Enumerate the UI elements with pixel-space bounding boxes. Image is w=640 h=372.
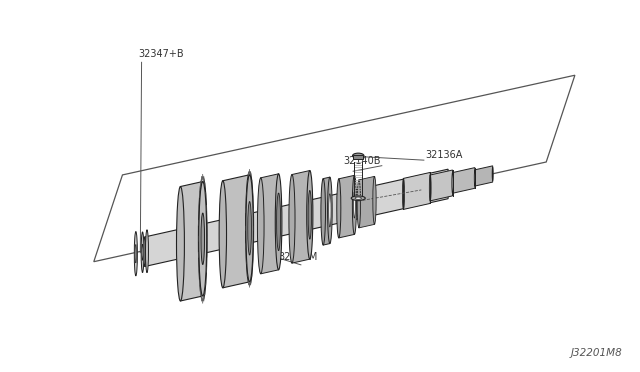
Text: 32140B: 32140B <box>343 156 381 166</box>
Ellipse shape <box>134 231 138 276</box>
Ellipse shape <box>257 178 264 274</box>
Ellipse shape <box>474 170 476 186</box>
Ellipse shape <box>321 179 326 245</box>
Ellipse shape <box>144 237 146 266</box>
Ellipse shape <box>353 175 356 234</box>
Ellipse shape <box>337 179 341 238</box>
Ellipse shape <box>373 176 376 224</box>
Polygon shape <box>475 166 493 186</box>
Ellipse shape <box>248 202 252 255</box>
Ellipse shape <box>199 182 207 296</box>
Ellipse shape <box>289 174 295 263</box>
Ellipse shape <box>328 177 332 244</box>
Polygon shape <box>323 177 330 245</box>
Text: 32280M: 32280M <box>278 252 318 262</box>
Polygon shape <box>452 168 475 193</box>
Ellipse shape <box>142 244 143 260</box>
Ellipse shape <box>135 244 136 263</box>
Ellipse shape <box>492 167 493 181</box>
Polygon shape <box>359 176 374 228</box>
Polygon shape <box>223 175 250 288</box>
Ellipse shape <box>275 174 282 270</box>
Polygon shape <box>403 172 430 209</box>
Ellipse shape <box>198 177 207 301</box>
Ellipse shape <box>307 170 313 259</box>
Polygon shape <box>145 169 448 266</box>
Polygon shape <box>292 170 310 263</box>
Ellipse shape <box>329 194 331 227</box>
Ellipse shape <box>355 197 362 199</box>
Ellipse shape <box>246 171 253 285</box>
Ellipse shape <box>353 153 364 158</box>
Text: J32201M8: J32201M8 <box>571 348 623 358</box>
Ellipse shape <box>141 232 144 273</box>
Ellipse shape <box>201 213 205 264</box>
Ellipse shape <box>429 175 431 201</box>
Ellipse shape <box>353 192 355 218</box>
Ellipse shape <box>276 193 280 251</box>
Ellipse shape <box>357 180 360 228</box>
Polygon shape <box>180 182 203 301</box>
Ellipse shape <box>246 175 253 282</box>
Polygon shape <box>260 174 278 274</box>
Ellipse shape <box>403 179 404 209</box>
Polygon shape <box>339 175 355 238</box>
Ellipse shape <box>308 190 312 239</box>
Ellipse shape <box>145 230 148 273</box>
Polygon shape <box>430 170 452 201</box>
Ellipse shape <box>351 196 365 201</box>
Ellipse shape <box>452 173 453 193</box>
Text: 32136A: 32136A <box>425 150 463 160</box>
Text: 32347+B: 32347+B <box>138 49 184 59</box>
Ellipse shape <box>177 186 184 301</box>
Ellipse shape <box>219 181 227 288</box>
Polygon shape <box>353 155 364 159</box>
